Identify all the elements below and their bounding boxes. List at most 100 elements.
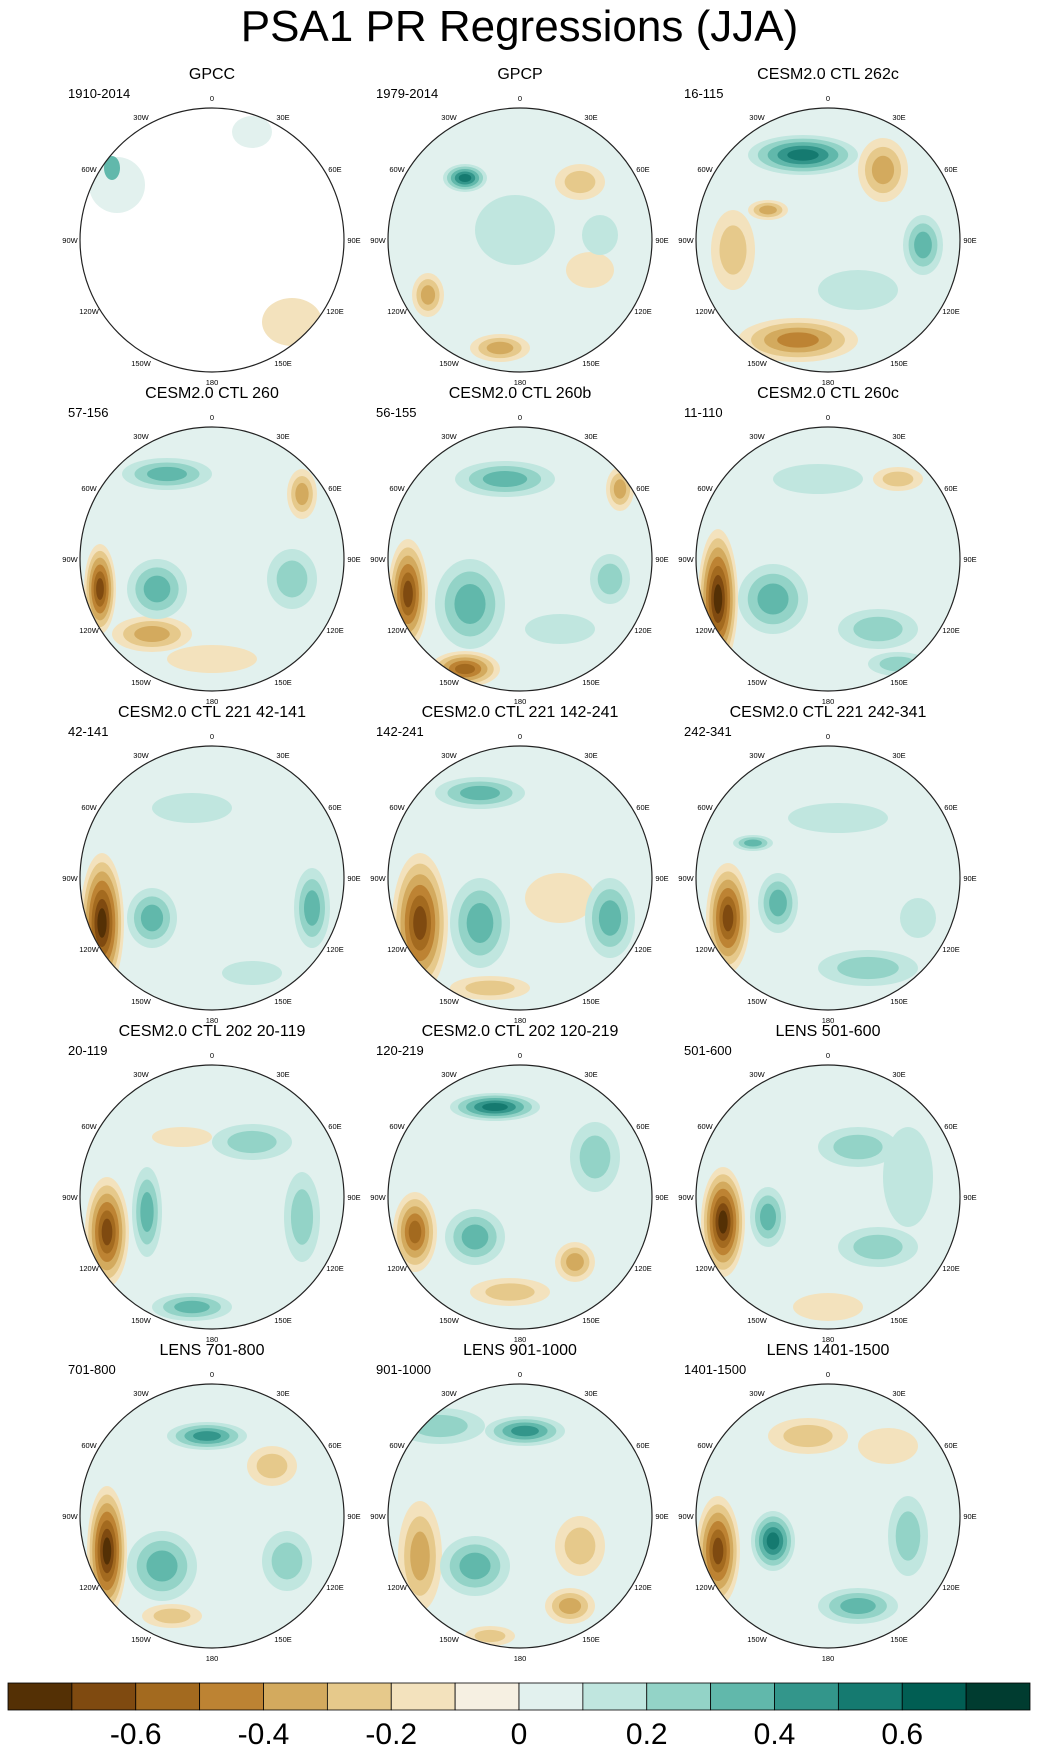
longitude-label: 30E	[276, 751, 289, 760]
anomaly-region	[454, 584, 486, 624]
anomaly-region	[466, 903, 494, 943]
longitude-label: 90W	[62, 555, 78, 564]
map-border	[695, 1383, 961, 1649]
colorbar-bin	[901, 1682, 967, 1711]
longitude-label: 0	[210, 1051, 214, 1060]
longitude-label: 120E	[942, 1583, 960, 1592]
panel-period: 1910-2014	[68, 86, 130, 101]
anomaly-region	[858, 1428, 918, 1464]
longitude-label: 180	[822, 1335, 835, 1344]
longitude-label: 150W	[439, 1316, 460, 1325]
anomaly-region	[485, 1283, 535, 1301]
longitude-label: 90E	[963, 1512, 976, 1521]
longitude-label: 30W	[749, 113, 765, 122]
map-border	[695, 107, 961, 373]
longitude-label: 150W	[747, 678, 768, 687]
longitude-label: 120W	[387, 1583, 408, 1592]
longitude-label: 120E	[634, 307, 652, 316]
map-panel: LENS 1401-1500 1401-1500 0 30E 60E 90E 120E 150…	[678, 1342, 976, 1663]
anomaly-region	[558, 1598, 582, 1614]
longitude-label: 30W	[441, 751, 457, 760]
longitude-label: 150W	[747, 997, 768, 1006]
longitude-label: 60W	[389, 484, 405, 493]
colorbar-bin	[710, 1682, 775, 1711]
longitude-label: 90W	[62, 236, 78, 245]
longitude-label: 30E	[892, 1389, 905, 1398]
longitude-label: 30W	[441, 1070, 457, 1079]
map-panel: GPCC 1910-2014 0 30E 60E 90E 120E 150E 180 150W 12…	[62, 66, 360, 387]
anomaly-region	[564, 170, 596, 194]
longitude-label: 60E	[328, 165, 341, 174]
longitude-label: 180	[822, 1654, 835, 1663]
longitude-label: 120W	[695, 1583, 716, 1592]
anomaly-region	[413, 906, 427, 940]
longitude-label: 90E	[655, 874, 668, 883]
anomaly-region	[759, 205, 777, 215]
longitude-label: 120W	[79, 945, 100, 954]
longitude-label: 30W	[441, 1389, 457, 1398]
map-panel: CESM2.0 CTL 260 57-156 0 30E 60E 90E 120E 150E 1…	[62, 385, 360, 706]
longitude-label: 120E	[326, 945, 344, 954]
longitude-label: 60W	[697, 484, 713, 493]
panel-period: 57-156	[68, 405, 108, 420]
longitude-label: 60E	[944, 803, 957, 812]
anomaly-region	[525, 614, 595, 644]
longitude-label: 150E	[582, 997, 600, 1006]
anomaly-region	[256, 1453, 288, 1479]
longitude-label: 60E	[636, 803, 649, 812]
map-border	[387, 426, 653, 692]
anomaly-region	[410, 1531, 430, 1581]
map-panel: CESM2.0 CTL 202 120-219 120-219 0 30E 60E 90E…	[370, 1023, 668, 1344]
longitude-label: 90W	[678, 555, 694, 564]
panel-title: CESM2.0 CTL 202 20-119	[119, 1023, 306, 1040]
longitude-label: 150W	[131, 1316, 152, 1325]
anomaly-region	[465, 980, 515, 996]
map-panel: LENS 701-800 701-800 0 30E 60E 90E 120E 150E 180…	[62, 1342, 360, 1663]
anomaly-region	[777, 332, 819, 348]
longitude-label: 0	[518, 1370, 522, 1379]
anomaly-region	[511, 1425, 539, 1437]
longitude-label: 30E	[892, 432, 905, 441]
map-panel: GPCP 1979-2014 0 30E 60E 90E 120E 150E 180 150W 12…	[370, 66, 668, 387]
longitude-label: 120W	[79, 626, 100, 635]
longitude-label: 120E	[942, 945, 960, 954]
longitude-label: 150W	[747, 1635, 768, 1644]
panel-period: 142-241	[376, 724, 424, 739]
panel-title: CESM2.0 CTL 260b	[449, 385, 592, 402]
panel-period: 120-219	[376, 1043, 424, 1058]
longitude-label: 120W	[387, 626, 408, 635]
longitude-label: 60W	[81, 1122, 97, 1131]
longitude-label: 150E	[274, 359, 292, 368]
longitude-label: 90W	[370, 1512, 386, 1521]
longitude-label: 120E	[942, 626, 960, 635]
longitude-label: 30E	[892, 751, 905, 760]
anomaly-region	[486, 341, 514, 355]
longitude-label: 150E	[274, 1635, 292, 1644]
anomaly-region	[769, 889, 787, 917]
longitude-label: 180	[514, 697, 527, 706]
longitude-label: 150E	[890, 359, 908, 368]
colorbar-bin	[135, 1682, 201, 1711]
longitude-label: 30W	[133, 113, 149, 122]
longitude-label: 60W	[697, 1122, 713, 1131]
anomaly-region	[900, 898, 936, 938]
longitude-label: 90E	[347, 236, 360, 245]
anomaly-region	[713, 584, 723, 614]
anomaly-region	[146, 1550, 178, 1582]
colorbar-bin	[582, 1682, 648, 1711]
longitude-label: 60W	[697, 165, 713, 174]
longitude-label: 180	[206, 1654, 219, 1663]
longitude-label: 60W	[389, 165, 405, 174]
longitude-label: 90E	[963, 236, 976, 245]
map-border	[387, 1064, 653, 1330]
anomaly-region	[420, 285, 436, 305]
longitude-label: 90E	[347, 1193, 360, 1202]
colorbar-bin	[518, 1682, 584, 1711]
panel-title: CESM2.0 CTL 260	[145, 385, 279, 402]
anomaly-region	[871, 155, 895, 185]
anomaly-region	[837, 956, 899, 980]
anomaly-region	[143, 575, 171, 603]
colorbar-bin	[774, 1682, 839, 1711]
longitude-label: 30W	[133, 432, 149, 441]
